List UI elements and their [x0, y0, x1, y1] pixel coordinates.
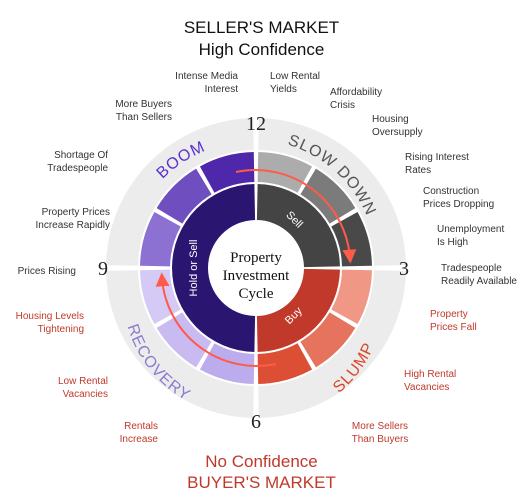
ring-buy [256, 268, 340, 352]
label-high-rental-vacancies: High Rental Vacancies [404, 369, 457, 393]
segment-slowdown-1 [257, 152, 313, 193]
segment-slump-3 [257, 343, 313, 384]
segment-recovery-2 [156, 312, 212, 368]
cycle-arrow-top [235, 169, 357, 264]
ring-sell [256, 184, 340, 268]
label-housing-oversupply: Housing Oversupply [372, 114, 423, 138]
indicator-segments [140, 152, 372, 384]
label-tradespeople-available: Tradespeople Readily Available [441, 263, 517, 287]
center-title-line2: Investment [223, 268, 290, 284]
segment-boom-2 [156, 168, 212, 224]
center-title-line3: Cycle [239, 286, 274, 302]
segment-slump-1 [331, 269, 372, 325]
clock-9: 9 [98, 258, 108, 280]
label-prices-rising: Prices Rising [17, 266, 76, 277]
no-confidence-text: No Confidence [205, 452, 318, 471]
hold-or-sell-ring-label: Hold or Sell [188, 240, 200, 297]
center-title-line1: Property [230, 250, 282, 266]
label-property-prices-increase: Property Prices Increase Rapidly [35, 207, 110, 231]
ring-hold-or-sell [172, 184, 256, 352]
label-rentals-increase: Rentals Increase [119, 421, 158, 445]
high-confidence-subtitle: High Confidence [198, 40, 325, 59]
label-property-prices-fall: Property Prices Fall [430, 309, 477, 333]
label-shortage-of-tradespeople: Shortage Of Tradespeople [47, 150, 108, 174]
buyers-market-title: BUYER'S MARKET [187, 473, 336, 492]
label-low-rental-vacancies: Low Rental Vacancies [57, 376, 108, 400]
center-disc [209, 221, 303, 315]
outer-band-recovery [106, 270, 254, 418]
label-intense-media-interest: Intense Media Interest [175, 71, 238, 95]
action-ring [172, 184, 340, 352]
outer-band-slowdown [258, 118, 406, 266]
label-more-sellers-than-buyers: More Sellers Than Buyers [351, 421, 409, 445]
outer-band-boom [106, 118, 254, 266]
label-affordability-crisis: Affordability Crisis [330, 87, 383, 111]
clock-12: 12 [246, 113, 266, 135]
outer-band-slump [258, 270, 406, 418]
sellers-market-title: SELLER'S MARKET [183, 18, 340, 37]
segment-slowdown-2 [300, 168, 356, 224]
label-more-buyers-than-sellers: More Buyers Than Sellers [115, 99, 172, 123]
clock-3: 3 [399, 258, 409, 280]
label-housing-levels-tightening: Housing Levels Tightening [15, 311, 84, 335]
label-low-rental-yields: Low Rental Yields [270, 71, 321, 95]
segment-recovery-1 [199, 343, 255, 384]
segment-boom-1 [140, 211, 181, 267]
segment-boom-3 [199, 152, 255, 193]
segment-slump-2 [300, 312, 356, 368]
cycle-arrow-bottom [155, 272, 277, 367]
label-construction-prices-dropping: Construction Prices Dropping [423, 186, 495, 210]
label-unemployment-high: Unemployment Is High [437, 224, 505, 248]
clock-6: 6 [251, 411, 261, 433]
outer-phase-band [106, 118, 406, 418]
label-rising-interest-rates: Rising Interest Rates [405, 152, 469, 176]
